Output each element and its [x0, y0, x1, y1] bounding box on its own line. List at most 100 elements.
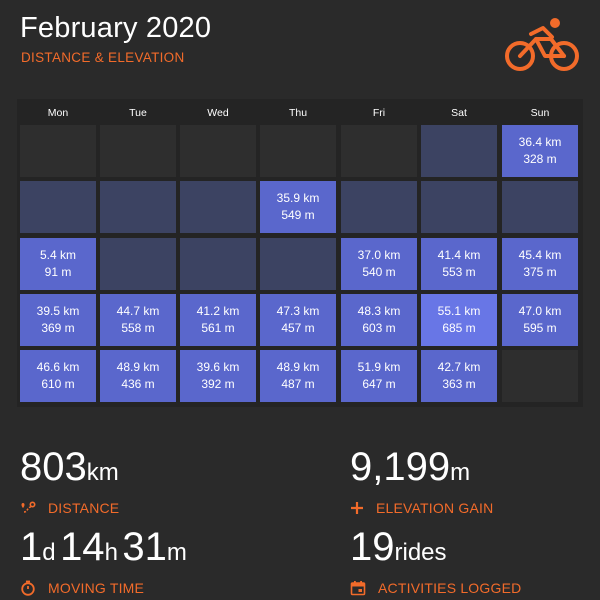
day-distance: 39.6 km: [196, 360, 240, 374]
day-elevation: 487 m: [281, 377, 315, 391]
day-distance: 48.9 km: [116, 360, 160, 374]
day-distance: 47.3 km: [276, 304, 320, 318]
day-distance: 48.9 km: [276, 360, 320, 374]
distance-unit: km: [86, 459, 119, 486]
day-elevation: 540 m: [362, 265, 396, 279]
day-distance: 41.4 km: [437, 248, 481, 262]
plus-icon: [351, 502, 363, 514]
activities-stat: 19rides ACTIVITIES LOGGED: [350, 525, 521, 596]
calendar-day-cell: 41.4 km 553 m: [421, 238, 497, 290]
calendar-day-cell: 39.6 km 392 m: [180, 350, 256, 402]
day-elevation: 647 m: [362, 377, 396, 391]
day-distance: 48.3 km: [357, 304, 401, 318]
page-title: February 2020: [20, 12, 212, 44]
elevation-unit: m: [450, 459, 471, 486]
activities-value: 19: [350, 525, 395, 569]
day-distance: 39.5 km: [36, 304, 80, 318]
calendar-day-cell: [502, 181, 578, 233]
weekday-header-sat: Sat: [451, 107, 467, 119]
calendar-day-cell: [260, 125, 336, 177]
calendar-day-cell: 37.0 km 540 m: [341, 238, 417, 290]
day-elevation: 558 m: [121, 321, 155, 335]
calendar-day-cell: 48.9 km 436 m: [100, 350, 176, 402]
day-elevation: 610 m: [41, 377, 75, 391]
calendar-day-cell: [180, 181, 256, 233]
weekday-header-mon: Mon: [47, 107, 69, 119]
calendar-day-cell: [341, 125, 417, 177]
weekday-header-sun: Sun: [530, 107, 550, 119]
calendar-day-cell: 42.7 km 363 m: [421, 350, 497, 402]
moving-time-days-unit: d: [42, 539, 56, 566]
calendar-day-cell: [180, 238, 256, 290]
route-pin-icon: [21, 501, 36, 513]
day-elevation: 436 m: [121, 377, 155, 391]
calendar-day-cell: [100, 238, 176, 290]
day-distance: 55.1 km: [437, 304, 481, 318]
day-distance: 47.0 km: [518, 304, 562, 318]
cyclist-icon: [505, 18, 579, 71]
moving-time-minutes-unit: m: [166, 539, 187, 566]
distance-value: 803: [20, 445, 87, 489]
calendar-day-cell: [502, 350, 578, 402]
day-elevation: 603 m: [362, 321, 396, 335]
activities-unit: rides: [394, 539, 447, 566]
calendar-day-cell: 39.5 km 369 m: [20, 294, 96, 346]
day-elevation: 595 m: [523, 321, 557, 335]
calendar-day-cell: [421, 181, 497, 233]
day-elevation: 363 m: [442, 377, 476, 391]
day-elevation: 457 m: [281, 321, 315, 335]
calendar-icon: [350, 581, 366, 596]
stopwatch-icon: [21, 580, 35, 596]
elevation-stat: 9,199m ELEVATION GAIN: [350, 445, 493, 516]
weekday-header-thu: Thu: [288, 107, 308, 119]
calendar-day-cell: [100, 181, 176, 233]
day-distance: 46.6 km: [36, 360, 80, 374]
page-subtitle: DISTANCE & ELEVATION: [21, 50, 185, 65]
calendar-day-cell: 35.9 km 549 m: [260, 181, 336, 233]
weekday-header-wed: Wed: [207, 107, 229, 119]
day-distance: 45.4 km: [518, 248, 562, 262]
calendar-day-cell: 44.7 km 558 m: [100, 294, 176, 346]
day-elevation: 561 m: [201, 321, 235, 335]
calendar-day-cell: [20, 125, 96, 177]
weekday-header-tue: Tue: [129, 107, 147, 119]
elevation-label: ELEVATION GAIN: [376, 500, 494, 516]
day-elevation: 369 m: [41, 321, 75, 335]
calendar-day-cell: 41.2 km 561 m: [180, 294, 256, 346]
calendar-day-cell: [421, 125, 497, 177]
day-elevation: 375 m: [523, 265, 557, 279]
calendar-day-cell: 46.6 km 610 m: [20, 350, 96, 402]
day-distance: 37.0 km: [357, 248, 401, 262]
moving-time-minutes: 31: [122, 525, 167, 569]
calendar-day-cell: 45.4 km 375 m: [502, 238, 578, 290]
day-distance: 51.9 km: [357, 360, 401, 374]
calendar-day-cell: [180, 125, 256, 177]
day-elevation: 91 m: [44, 265, 72, 279]
activities-label: ACTIVITIES LOGGED: [378, 580, 522, 596]
distance-label: DISTANCE: [48, 500, 120, 516]
calendar-day-cell: 47.3 km 457 m: [260, 294, 336, 346]
moving-time-hours: 14: [60, 525, 105, 569]
moving-time-hours-unit: h: [104, 539, 118, 566]
calendar-day-cell: 51.9 km 647 m: [341, 350, 417, 402]
weekday-header-fri: Fri: [372, 107, 386, 119]
day-elevation: 328 m: [523, 152, 557, 166]
calendar-grid: Mon Tue Wed Thu Fri Sat Sun 36.4 km 328 m 35.9 km…: [17, 99, 583, 407]
day-distance: 41.2 km: [196, 304, 240, 318]
day-distance: 44.7 km: [116, 304, 160, 318]
elevation-value: 9,199: [350, 445, 451, 489]
day-distance: 35.9 km: [276, 191, 320, 205]
distance-stat: 803km DISTANCE: [20, 445, 119, 516]
calendar-day-cell: 48.9 km 487 m: [260, 350, 336, 402]
day-elevation: 549 m: [281, 208, 315, 222]
calendar-day-cell: [20, 181, 96, 233]
calendar-day-cell: 36.4 km 328 m: [502, 125, 578, 177]
day-elevation: 685 m: [442, 321, 476, 335]
day-elevation: 392 m: [201, 377, 235, 391]
moving-time-stat: 1d 14h 31m MOVING TIME: [20, 525, 187, 596]
moving-time-label: MOVING TIME: [48, 580, 145, 596]
calendar-day-cell: 48.3 km 603 m: [341, 294, 417, 346]
calendar-day-cell: 55.1 km 685 m: [421, 294, 497, 346]
day-elevation: 553 m: [442, 265, 476, 279]
